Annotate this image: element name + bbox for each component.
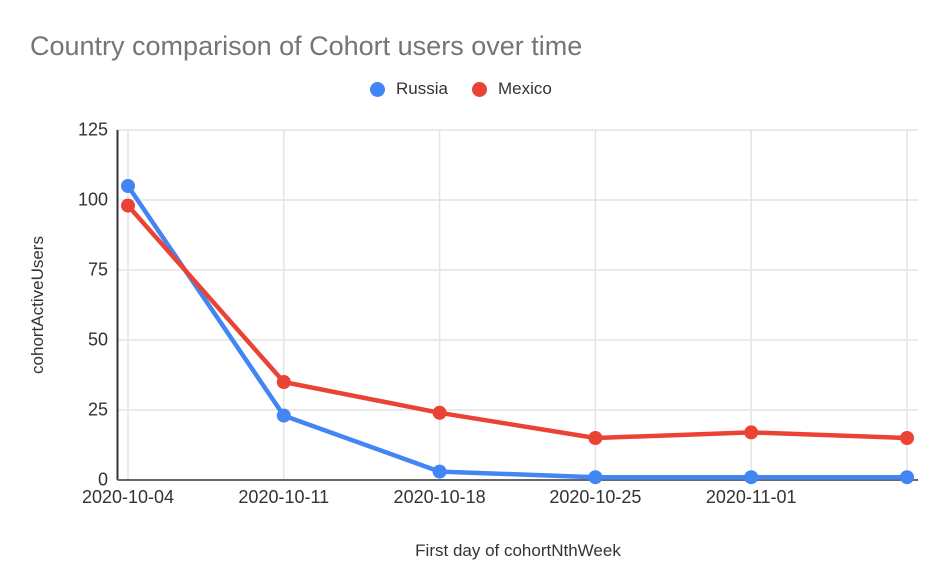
series-line-russia: [125, 183, 910, 480]
data-point-russia: [744, 470, 759, 485]
series-line-mexico: [125, 203, 910, 441]
x-tick-label: 2020-10-25: [549, 487, 642, 507]
data-point-russia: [121, 179, 135, 193]
chart-title: Country comparison of Cohort users over …: [30, 31, 583, 61]
legend-label-mexico: Mexico: [497, 79, 552, 98]
legend-item-mexico: Mexico: [471, 79, 552, 99]
legend: Russia Mexico: [370, 79, 552, 99]
data-point-mexico: [900, 431, 914, 445]
legend-swatch-russia-icon: [370, 81, 385, 97]
legend-swatch-mexico-icon: [471, 81, 487, 97]
y-tick-label: 75: [87, 259, 108, 280]
x-tick-label: 2020-10-04: [81, 487, 175, 507]
y-tick-label: 50: [87, 329, 108, 350]
legend-label-russia: Russia: [396, 79, 448, 98]
y-tick-label: 0: [97, 469, 108, 490]
data-point-mexico: [432, 405, 447, 420]
y-tick-label: 25: [87, 399, 108, 420]
x-axis-title: First day of cohortNthWeek: [415, 541, 621, 560]
x-tick-label: 2020-11-01: [705, 487, 797, 507]
data-point-russia: [588, 470, 603, 485]
x-tick-label: 2020-10-11: [238, 487, 330, 507]
y-tick-label: 125: [77, 119, 108, 140]
y-tick-label: 100: [77, 189, 108, 210]
data-point-mexico: [121, 198, 135, 213]
data-point-mexico: [276, 375, 291, 389]
x-tick-label: 2020-10-18: [393, 487, 486, 507]
legend-item-russia: Russia: [370, 79, 448, 99]
data-point-russia: [900, 470, 914, 485]
data-point-russia: [276, 408, 291, 423]
data-point-mexico: [588, 431, 603, 445]
data-point-mexico: [744, 425, 759, 440]
data-point-russia: [432, 464, 447, 479]
